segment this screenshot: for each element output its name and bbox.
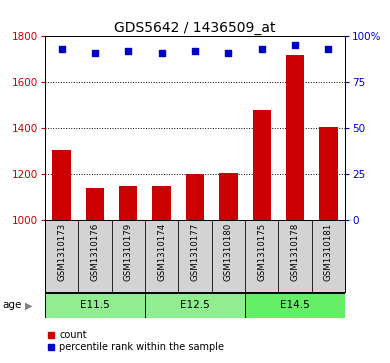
Text: ▶: ▶ bbox=[25, 300, 32, 310]
Text: GSM1310175: GSM1310175 bbox=[257, 223, 266, 281]
Point bbox=[225, 50, 232, 56]
Bar bbox=[186, 174, 204, 220]
Bar bbox=[312, 220, 345, 292]
Bar bbox=[245, 293, 345, 318]
Bar bbox=[278, 220, 312, 292]
Text: GSM1310176: GSM1310176 bbox=[90, 223, 99, 281]
Bar bbox=[119, 186, 137, 220]
Legend: count, percentile rank within the sample: count, percentile rank within the sample bbox=[44, 326, 228, 356]
Bar bbox=[112, 220, 145, 292]
Point bbox=[158, 50, 165, 56]
Point bbox=[259, 46, 265, 52]
Bar bbox=[145, 220, 178, 292]
Text: GSM1310180: GSM1310180 bbox=[224, 223, 233, 281]
Text: E12.5: E12.5 bbox=[180, 300, 210, 310]
Text: GSM1310174: GSM1310174 bbox=[157, 223, 166, 281]
Point bbox=[192, 48, 198, 54]
Text: E11.5: E11.5 bbox=[80, 300, 110, 310]
Title: GDS5642 / 1436509_at: GDS5642 / 1436509_at bbox=[114, 21, 276, 35]
Point bbox=[92, 50, 98, 56]
Bar bbox=[78, 220, 112, 292]
Text: age: age bbox=[2, 300, 21, 310]
Bar bbox=[253, 110, 271, 220]
Text: GSM1310173: GSM1310173 bbox=[57, 223, 66, 281]
Bar bbox=[45, 293, 145, 318]
Bar bbox=[319, 127, 338, 220]
Bar bbox=[145, 293, 245, 318]
Text: E14.5: E14.5 bbox=[280, 300, 310, 310]
Bar bbox=[52, 150, 71, 220]
Bar bbox=[286, 54, 304, 220]
Text: GSM1310177: GSM1310177 bbox=[190, 223, 200, 281]
Bar bbox=[219, 173, 238, 220]
Bar bbox=[45, 220, 78, 292]
Bar bbox=[178, 220, 212, 292]
Point bbox=[125, 48, 131, 54]
Bar bbox=[86, 188, 104, 220]
Bar bbox=[212, 220, 245, 292]
Point bbox=[292, 42, 298, 48]
Text: GSM1310181: GSM1310181 bbox=[324, 223, 333, 281]
Text: GSM1310179: GSM1310179 bbox=[124, 223, 133, 281]
Bar bbox=[245, 220, 278, 292]
Text: GSM1310178: GSM1310178 bbox=[291, 223, 300, 281]
Point bbox=[325, 46, 332, 52]
Point bbox=[58, 46, 65, 52]
Bar bbox=[152, 186, 171, 220]
